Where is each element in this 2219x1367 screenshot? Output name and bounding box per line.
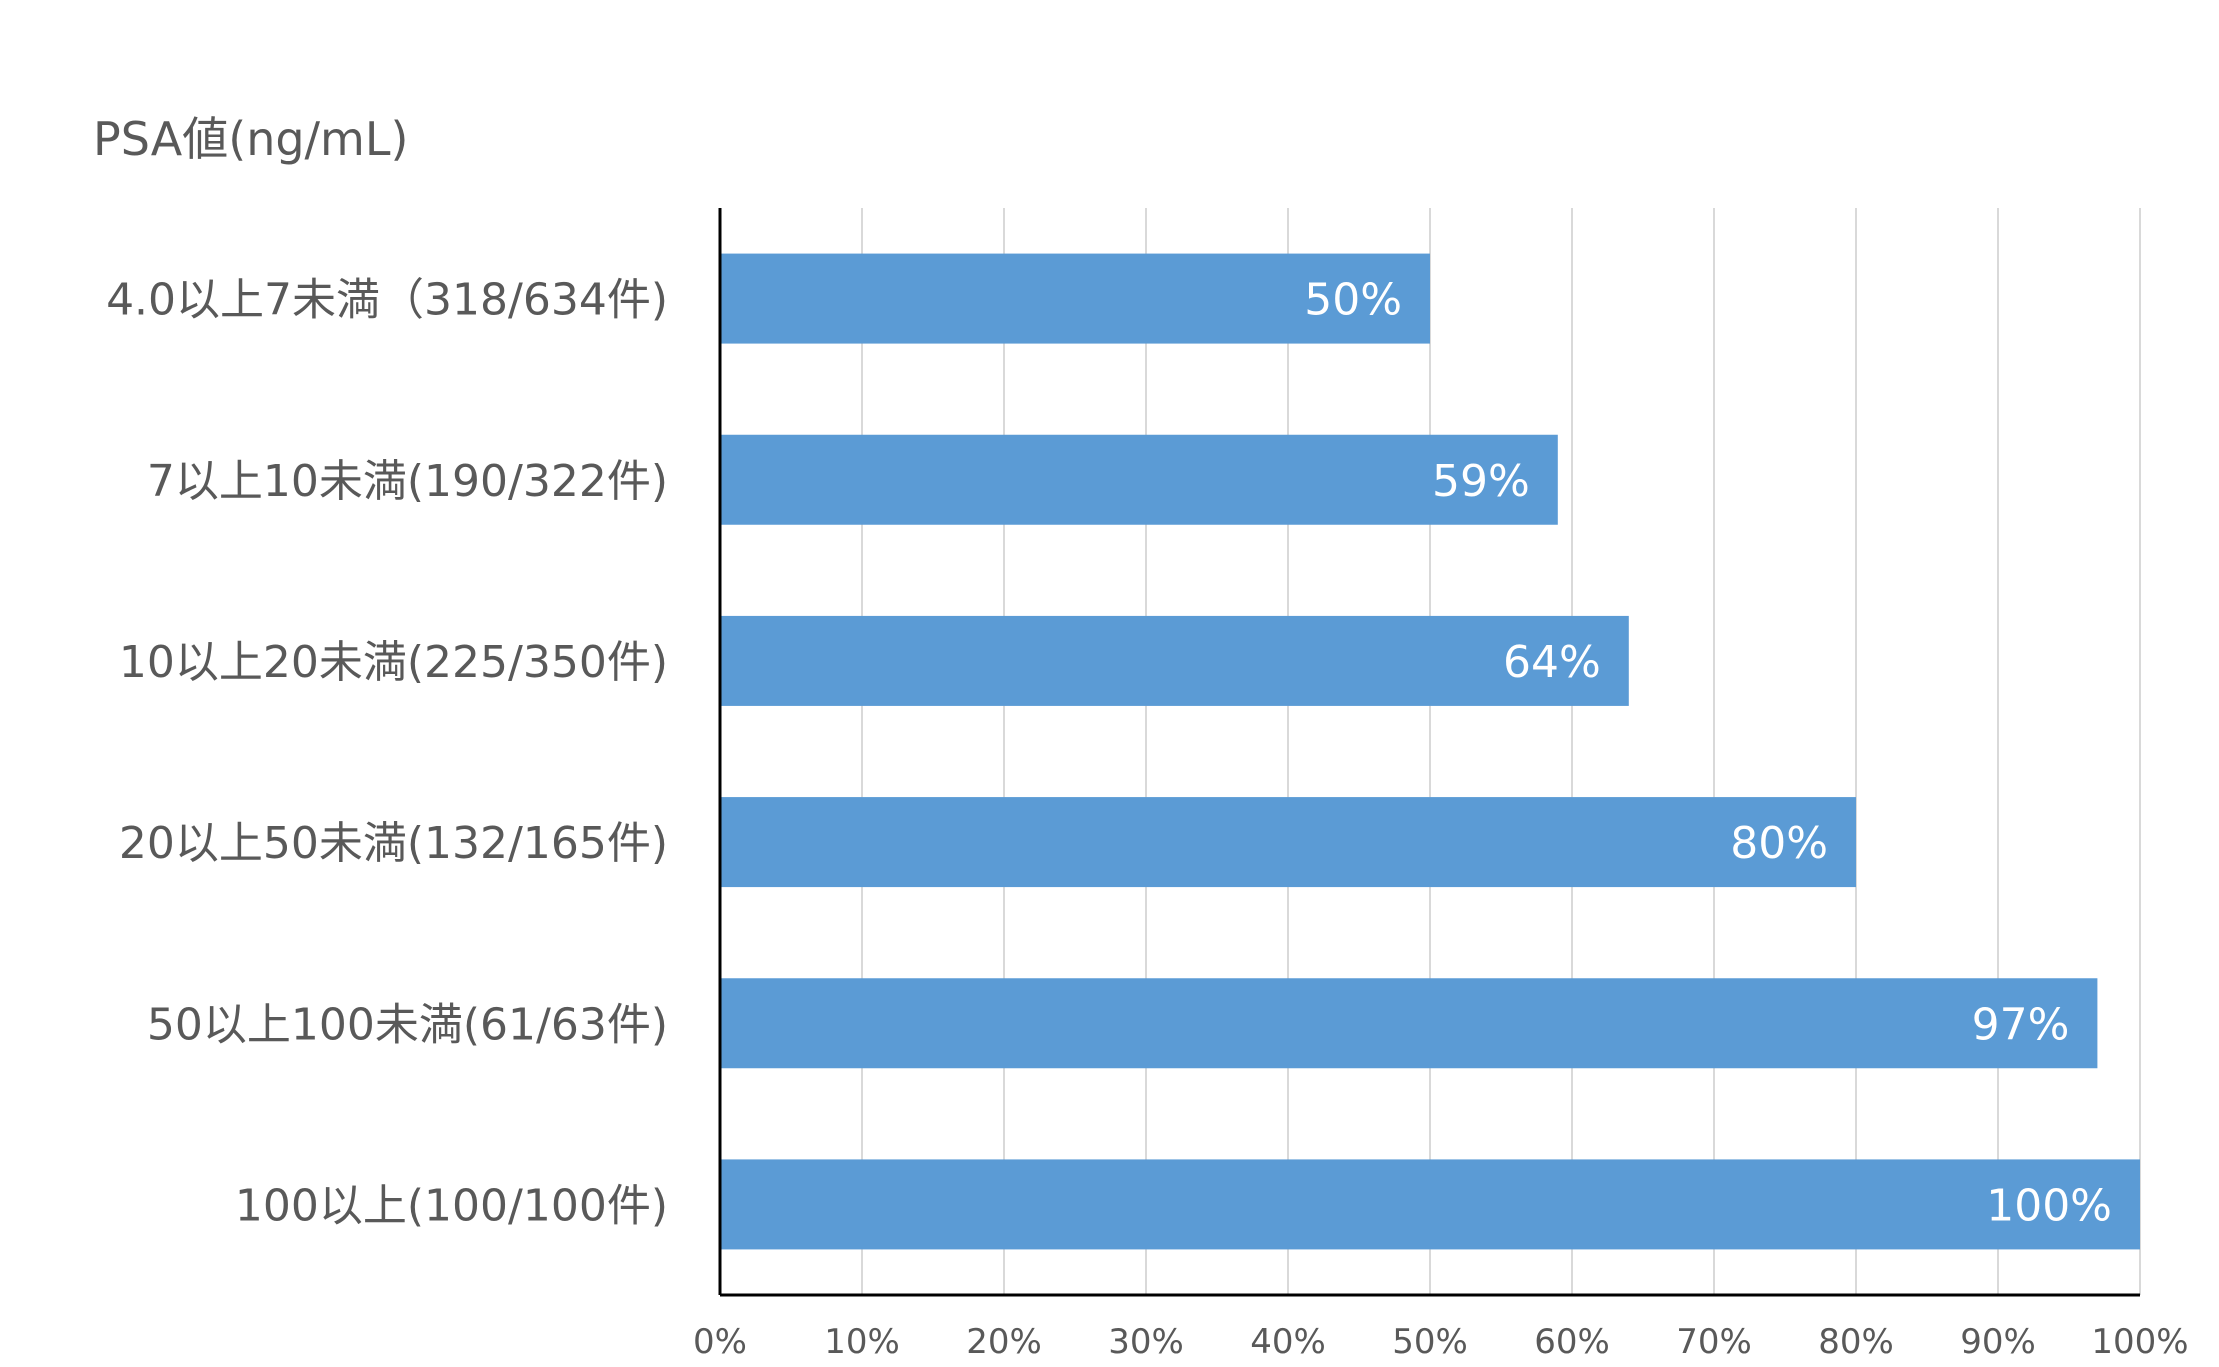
x-tick-label: 80%	[1818, 1322, 1894, 1362]
data-label: 100%	[1986, 1180, 2112, 1231]
data-label: 97%	[1972, 999, 2070, 1050]
bars	[720, 253, 2140, 1250]
bar	[720, 615, 1629, 706]
category-label: 100以上(100/100件)	[235, 1180, 668, 1231]
category-label: 20以上50未満(132/165件)	[119, 818, 668, 869]
data-label: 50%	[1304, 275, 1402, 326]
x-tick-label: 90%	[1960, 1322, 2036, 1362]
y-axis-title: PSA値(ng/mL)	[93, 112, 408, 166]
x-tick-label: 0%	[693, 1322, 747, 1362]
data-label: 64%	[1503, 637, 1601, 688]
x-tick-label: 100%	[2091, 1322, 2188, 1362]
bar	[720, 253, 1430, 344]
category-label: 10以上20未満(225/350件)	[119, 637, 668, 688]
category-label: 50以上100未満(61/63件)	[147, 999, 668, 1050]
category-label: 7以上10未満(190/322件)	[147, 456, 668, 507]
data-label: 80%	[1730, 818, 1828, 869]
bar	[720, 797, 1856, 888]
x-tick-label: 30%	[1108, 1322, 1184, 1362]
bar	[720, 1159, 2140, 1250]
gridlines	[861, 208, 2141, 1295]
data-label: 59%	[1432, 456, 1530, 507]
bar	[720, 978, 2098, 1069]
axes	[718, 208, 2140, 1297]
x-tick-label: 70%	[1676, 1322, 1752, 1362]
x-tick-label: 20%	[966, 1322, 1042, 1362]
category-label: 4.0以上7未満（318/634件)	[106, 275, 668, 326]
x-tick-label: 40%	[1250, 1322, 1326, 1362]
x-tick-label: 50%	[1392, 1322, 1468, 1362]
bar	[720, 434, 1558, 525]
labels: PSA値(ng/mL) 0% 10% 20% 30% 40% 50% 60% 70% 80% 90…	[93, 112, 2189, 1362]
x-tick-label: 10%	[824, 1322, 900, 1362]
x-tick-label: 60%	[1534, 1322, 1610, 1362]
